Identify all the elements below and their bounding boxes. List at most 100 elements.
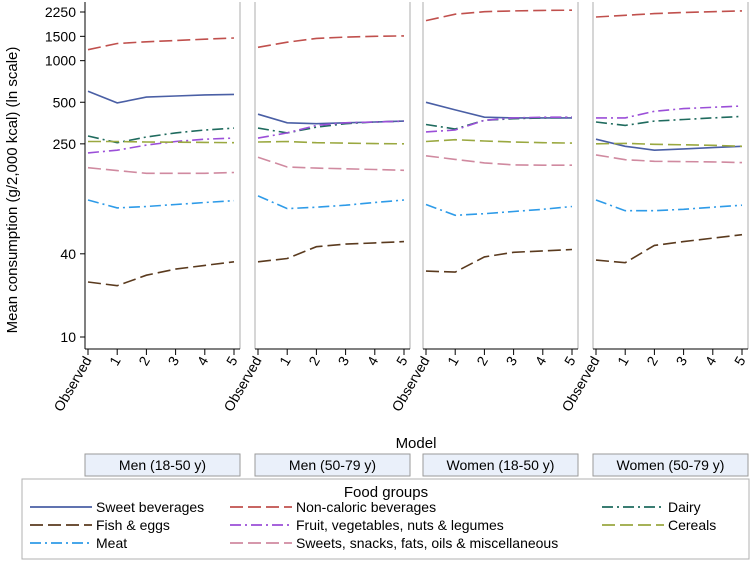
data-point-meat — [484, 213, 485, 214]
data-point-non-caloric-beverages — [117, 43, 118, 44]
data-point-meat — [146, 206, 147, 207]
data-point-sweets-snacks-fats-oils-miscellaneous — [625, 159, 626, 160]
data-point-cereals — [146, 141, 147, 142]
data-point-meat — [345, 205, 346, 206]
data-point-non-caloric-beverages — [204, 39, 205, 40]
x-tick-label: 1 — [614, 353, 632, 368]
data-point-meat — [625, 210, 626, 211]
data-point-non-caloric-beverages — [712, 11, 713, 12]
data-point-dairy — [175, 132, 176, 133]
data-point-sweet-beverages — [654, 150, 655, 151]
x-tick-label: 5 — [561, 353, 579, 368]
data-point-sweets-snacks-fats-oils-miscellaneous — [596, 154, 597, 155]
data-point-sweets-snacks-fats-oils-miscellaneous — [146, 173, 147, 174]
data-point-non-caloric-beverages — [146, 41, 147, 42]
data-point-fish-eggs — [572, 249, 573, 250]
series-line-cereals — [88, 140, 235, 144]
data-point-sweet-beverages — [455, 109, 456, 110]
data-point-sweets-snacks-fats-oils-miscellaneous — [117, 170, 118, 171]
data-point-fruit-vegetables-nuts-legumes — [404, 121, 405, 122]
data-point-sweets-snacks-fats-oils-miscellaneous — [404, 170, 405, 171]
data-point-sweet-beverages — [426, 102, 427, 103]
data-point-fish-eggs — [345, 244, 346, 245]
x-tick-label: 1 — [444, 353, 462, 368]
data-point-dairy — [625, 125, 626, 126]
panel-strip-label: Women (18-50 y) — [447, 457, 555, 473]
data-point-fruit-vegetables-nuts-legumes — [117, 150, 118, 151]
series-line-sweets-snacks-fats-oils-miscellaneous — [425, 155, 572, 166]
data-point-cereals — [742, 146, 743, 147]
data-point-meat — [404, 200, 405, 201]
data-point-cereals — [683, 144, 684, 145]
data-point-fish-eggs — [455, 272, 456, 273]
data-point-fruit-vegetables-nuts-legumes — [146, 145, 147, 146]
data-point-fruit-vegetables-nuts-legumes — [234, 138, 235, 139]
data-point-cereals — [345, 143, 346, 144]
x-axis-title: Model — [396, 435, 437, 452]
data-point-sweet-beverages — [683, 148, 684, 149]
x-tick-label: 1 — [276, 353, 294, 368]
data-point-meat — [426, 204, 427, 205]
data-point-sweets-snacks-fats-oils-miscellaneous — [258, 157, 259, 158]
data-point-cereals — [625, 143, 626, 144]
data-point-sweets-snacks-fats-oils-miscellaneous — [654, 161, 655, 162]
data-point-meat — [175, 204, 176, 205]
data-point-fish-eggs — [88, 282, 89, 283]
series-line-sweet-beverages — [595, 138, 743, 152]
data-point-cereals — [404, 143, 405, 144]
panel-strip-box — [592, 453, 749, 477]
data-point-cereals — [426, 141, 427, 142]
panel-women-18-50-y: Observed 1 2 3 4 5 — [388, 2, 579, 414]
data-point-fish-eggs — [316, 246, 317, 247]
data-point-sweet-beverages — [146, 97, 147, 98]
data-point-cereals — [258, 141, 259, 142]
data-point-sweet-beverages — [625, 146, 626, 147]
data-point-sweets-snacks-fats-oils-miscellaneous — [316, 168, 317, 169]
x-tick-label: 4 — [364, 353, 382, 368]
series-line-dairy — [257, 120, 405, 134]
data-point-meat — [234, 200, 235, 201]
legend-label: Sweets, snacks, fats, oils & miscellaneo… — [296, 535, 558, 551]
data-point-sweets-snacks-fats-oils-miscellaneous — [712, 161, 713, 162]
data-point-dairy — [117, 142, 118, 143]
data-point-dairy — [742, 116, 743, 117]
data-point-sweets-snacks-fats-oils-miscellaneous — [455, 159, 456, 160]
series-line-sweets-snacks-fats-oils-miscellaneous — [257, 156, 405, 172]
legend-items: Sweet beverages Non-caloric beverages Dair… — [30, 499, 716, 551]
data-point-fruit-vegetables-nuts-legumes — [287, 132, 288, 133]
data-point-fish-eggs — [175, 269, 176, 270]
data-point-sweets-snacks-fats-oils-miscellaneous — [742, 162, 743, 163]
data-point-non-caloric-beverages — [513, 10, 514, 11]
data-point-fruit-vegetables-nuts-legumes — [742, 105, 743, 106]
data-point-fruit-vegetables-nuts-legumes — [484, 120, 485, 121]
data-point-sweets-snacks-fats-oils-miscellaneous — [234, 172, 235, 173]
data-point-dairy — [654, 121, 655, 122]
legend-box — [21, 478, 750, 560]
data-point-fish-eggs — [258, 261, 259, 262]
data-point-sweet-beverages — [712, 147, 713, 148]
series-line-fish-eggs — [87, 261, 235, 287]
data-point-dairy — [88, 135, 89, 136]
legend-item-non-caloric-beverages: Non-caloric beverages — [230, 499, 436, 515]
data-point-cereals — [455, 139, 456, 140]
data-point-meat — [374, 202, 375, 203]
data-point-fruit-vegetables-nuts-legumes — [204, 139, 205, 140]
data-point-cereals — [117, 141, 118, 142]
data-point-dairy — [146, 137, 147, 138]
data-point-fruit-vegetables-nuts-legumes — [542, 117, 543, 118]
y-tick-label: 1000 — [45, 53, 76, 69]
legend-label: Cereals — [668, 517, 716, 533]
series-line-fruit-vegetables-nuts-legumes — [425, 116, 572, 133]
data-point-cereals — [204, 142, 205, 143]
data-point-sweets-snacks-fats-oils-miscellaneous — [88, 167, 89, 168]
data-point-sweets-snacks-fats-oils-miscellaneous — [513, 164, 514, 165]
data-point-cereals — [234, 142, 235, 143]
data-point-cereals — [572, 143, 573, 144]
data-point-sweets-snacks-fats-oils-miscellaneous — [683, 161, 684, 162]
series-line-fish-eggs — [595, 233, 743, 264]
data-point-cereals — [513, 141, 514, 142]
data-point-sweets-snacks-fats-oils-miscellaneous — [572, 165, 573, 166]
data-point-fish-eggs — [484, 256, 485, 257]
panel-strip-box — [422, 453, 579, 477]
